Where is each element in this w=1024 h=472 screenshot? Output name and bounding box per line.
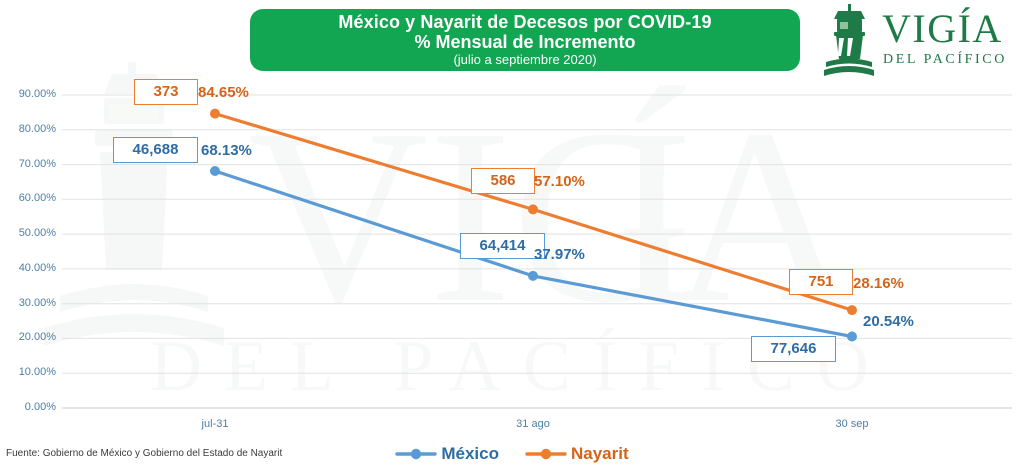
data-label-mexico-percent: 68.13% [201,142,252,159]
data-label-mexico-percent: 20.54% [863,313,914,330]
legend-item-mexico[interactable]: México [395,444,499,464]
x-axis-tick: 31 ago [516,418,550,430]
data-label-nayarit-value: 586 [471,168,535,194]
data-label-nayarit-percent: 57.10% [534,173,585,190]
y-axis-tick: 60.00% [18,192,56,204]
logo-tagline: DEL PACÍFICO [883,52,1007,67]
legend-label-nayarit: Nayarit [571,444,629,463]
y-axis-tick: 0.00% [24,401,56,413]
legend-marker-icon [525,448,567,460]
y-axis-tick: 20.00% [18,331,56,343]
data-label-nayarit-percent: 28.16% [853,275,904,292]
chart-subtitle: (julio a septiembre 2020) [453,52,597,67]
y-axis-tick: 70.00% [18,158,56,170]
y-axis-tick: 90.00% [18,88,56,100]
data-label-mexico-value: 46,688 [113,137,198,163]
data-label-mexico-value: 77,646 [751,336,836,362]
y-axis-tick: 10.00% [18,366,56,378]
lighthouse-icon [824,4,874,76]
data-label-nayarit-value: 751 [789,269,853,295]
brand-logo: VIGÍA DEL PACÍFICO [824,4,1016,78]
y-axis-tick: 40.00% [18,262,56,274]
data-label-mexico-value: 64,414 [460,233,545,259]
y-axis-tick: 30.00% [18,297,56,309]
y-axis-tick: 80.00% [18,123,56,135]
data-label-nayarit-percent: 84.65% [198,84,249,101]
y-axis-tick: 50.00% [18,227,56,239]
chart-legend: México Nayarit [0,440,1024,468]
x-axis-tick: jul-31 [201,418,229,430]
chart-title-banner: México y Nayarit de Decesos por COVID-19… [250,9,800,71]
chart-title-line-1: México y Nayarit de Decesos por COVID-19 [338,12,712,32]
legend-item-nayarit[interactable]: Nayarit [525,444,629,464]
legend-marker-icon [395,448,438,460]
logo-name: VIGÍA [882,6,1003,51]
data-label-mexico-percent: 37.97% [534,246,585,263]
source-footnote: Fuente: Gobierno de México y Gobierno de… [6,448,283,459]
x-axis-tick: 30 sep [835,418,869,430]
series-line-nayarit [210,108,857,316]
legend-label-mexico: México [441,444,499,463]
chart-title-line-2: % Mensual de Incremento [414,32,636,52]
series-line-mexico [210,166,857,342]
data-label-nayarit-value: 373 [134,79,198,105]
